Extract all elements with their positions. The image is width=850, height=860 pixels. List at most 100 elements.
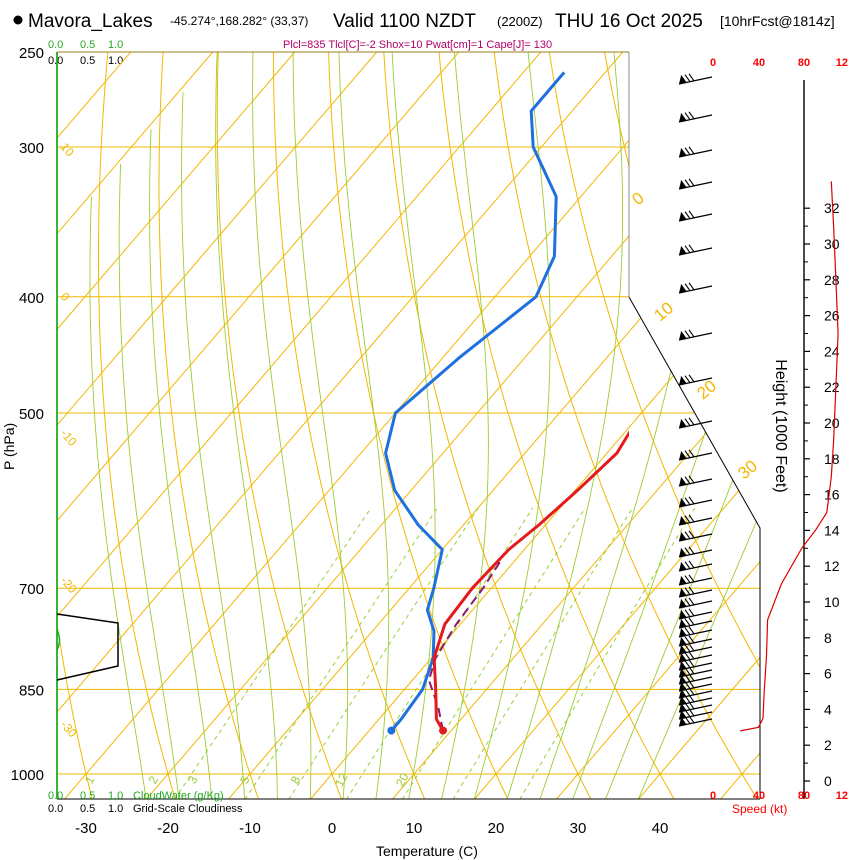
wind-barb-shaft xyxy=(678,332,713,341)
cloudiness-tick-bottom-2: 1.0 xyxy=(108,803,123,815)
wind-barb xyxy=(678,635,713,647)
parcel-params: Plcl=835 Tlcl[C]=-2 Shox=10 Pwat[cm]=1 C… xyxy=(283,39,552,51)
wind-barb-feather xyxy=(688,244,695,253)
wind-barb-feather xyxy=(680,477,687,485)
wind-barb-pennant xyxy=(679,669,686,677)
wind-barb-feather xyxy=(680,682,687,690)
wind-barb-pennant xyxy=(679,149,686,157)
moist-adiabat-line xyxy=(89,196,147,799)
wind-barb-feather xyxy=(680,588,687,596)
moist-adiabat-line xyxy=(391,52,436,799)
wind-barb-feather xyxy=(688,597,695,606)
wind-speed-panel: 0 40 80 12 0 40 80 12 Speed (kt) 0246810… xyxy=(710,57,848,816)
height-tick-label: 2 xyxy=(824,737,832,753)
wind-barb-shaft xyxy=(678,577,713,586)
wind-barb-feather xyxy=(684,330,691,339)
wind-barb-pennant xyxy=(679,620,686,628)
wind-barb-shaft xyxy=(678,676,713,685)
speed-tick-top-2: 80 xyxy=(798,57,810,69)
wind-barb-feather xyxy=(688,417,695,426)
wind-barb xyxy=(678,666,713,678)
wind-barb-shaft xyxy=(678,563,713,572)
height-tick-label: 26 xyxy=(824,308,840,324)
wind-barb-feather xyxy=(684,450,691,459)
wind-barb-feather xyxy=(684,598,691,607)
wind-barb-shaft xyxy=(678,669,713,678)
isotherm-line xyxy=(227,52,760,799)
moist-adiabat-line xyxy=(181,92,246,799)
cloudiness-tick-bottom-1: 0.5 xyxy=(80,803,95,815)
wind-barb-shaft xyxy=(678,517,713,526)
mixing-ratio-label: 12 xyxy=(332,770,351,789)
wind-barb-shaft xyxy=(678,589,713,598)
pressure-tick-label: 400 xyxy=(19,290,44,307)
wind-barb xyxy=(678,687,713,699)
wind-barb-pennant xyxy=(679,697,686,705)
wind-barb-pennant xyxy=(679,690,686,698)
wind-barb xyxy=(678,475,713,487)
wind-barb-feather xyxy=(684,609,691,618)
utc-time: (2200Z) xyxy=(497,14,543,29)
wind-barb xyxy=(678,329,713,341)
wind-barb-feather xyxy=(684,681,691,690)
wind-barb-shaft xyxy=(678,600,713,609)
left-isotherm-label: -10 xyxy=(58,426,80,449)
wind-barb-feather xyxy=(680,284,687,292)
isotherm-line xyxy=(63,52,706,799)
wind-barb-pennant xyxy=(679,577,686,585)
wind-barb-pennant xyxy=(679,213,686,221)
isotherm-line xyxy=(57,52,296,799)
wind-barb-feather xyxy=(688,701,695,710)
wind-barb-pennant xyxy=(679,611,686,619)
wind-barb-feather xyxy=(688,496,695,505)
wind-barb-feather xyxy=(680,75,687,83)
isotherm-line xyxy=(57,52,214,799)
wind-barb-feather xyxy=(684,695,691,704)
wind-barb-feather xyxy=(684,547,691,556)
wind-barb-feather xyxy=(684,636,691,645)
wind-barb xyxy=(678,146,713,158)
wind-barb-pennant xyxy=(679,533,686,541)
wind-barb-pennant xyxy=(679,247,686,255)
sounding-curves xyxy=(384,71,629,732)
wind-barb-feather xyxy=(684,716,691,725)
wind-barb-pennant xyxy=(679,563,686,571)
y-axis-label: P (hPa) xyxy=(1,423,17,470)
dry-adiabat-line xyxy=(604,52,760,799)
wind-barb-feather xyxy=(684,644,691,653)
moist-adiabat-line xyxy=(149,129,213,799)
height-axis-label: Height (1000 Feet) xyxy=(772,359,789,492)
speed-axis-label: Speed (kt) xyxy=(732,802,787,816)
mixing-ratio-line xyxy=(345,507,534,799)
wind-barb-feather xyxy=(688,687,695,696)
wind-barb-feather xyxy=(688,282,695,291)
mixing-ratio-line xyxy=(452,507,634,799)
pressure-tick-label: 1000 xyxy=(11,767,44,784)
moist-adiabat-line xyxy=(473,52,551,799)
wind-barb-shaft xyxy=(678,76,713,85)
wind-barb-feather xyxy=(680,675,687,683)
wind-barb xyxy=(678,244,713,256)
wind-barb-feather xyxy=(680,610,687,618)
wind-barb-feather xyxy=(680,661,687,669)
wind-barb-feather xyxy=(688,708,695,717)
wind-barb-feather xyxy=(688,475,695,484)
cloudiness-tick-top-1: 0.5 xyxy=(80,55,95,67)
surface-dewpoint-marker xyxy=(387,726,396,735)
cloudwater-tick-top-1: 0.5 xyxy=(80,39,95,51)
temperature-tick-label: -30 xyxy=(75,820,97,837)
wind-barb-feather xyxy=(684,627,691,636)
dry-adiabat-line xyxy=(438,52,675,799)
dry-adiabat-line xyxy=(57,52,93,799)
temperature-tick-label: 10 xyxy=(406,820,423,837)
wind-barb xyxy=(678,651,713,663)
wind-barb-feather xyxy=(684,575,691,584)
wind-barb-feather xyxy=(688,715,695,724)
wind-barb xyxy=(678,701,713,713)
wind-barb-shaft xyxy=(678,711,713,720)
wind-barb-feather xyxy=(680,689,687,697)
wind-barb-shaft xyxy=(678,181,713,190)
wind-barb-pennant xyxy=(679,76,686,84)
wind-barb xyxy=(678,715,713,727)
